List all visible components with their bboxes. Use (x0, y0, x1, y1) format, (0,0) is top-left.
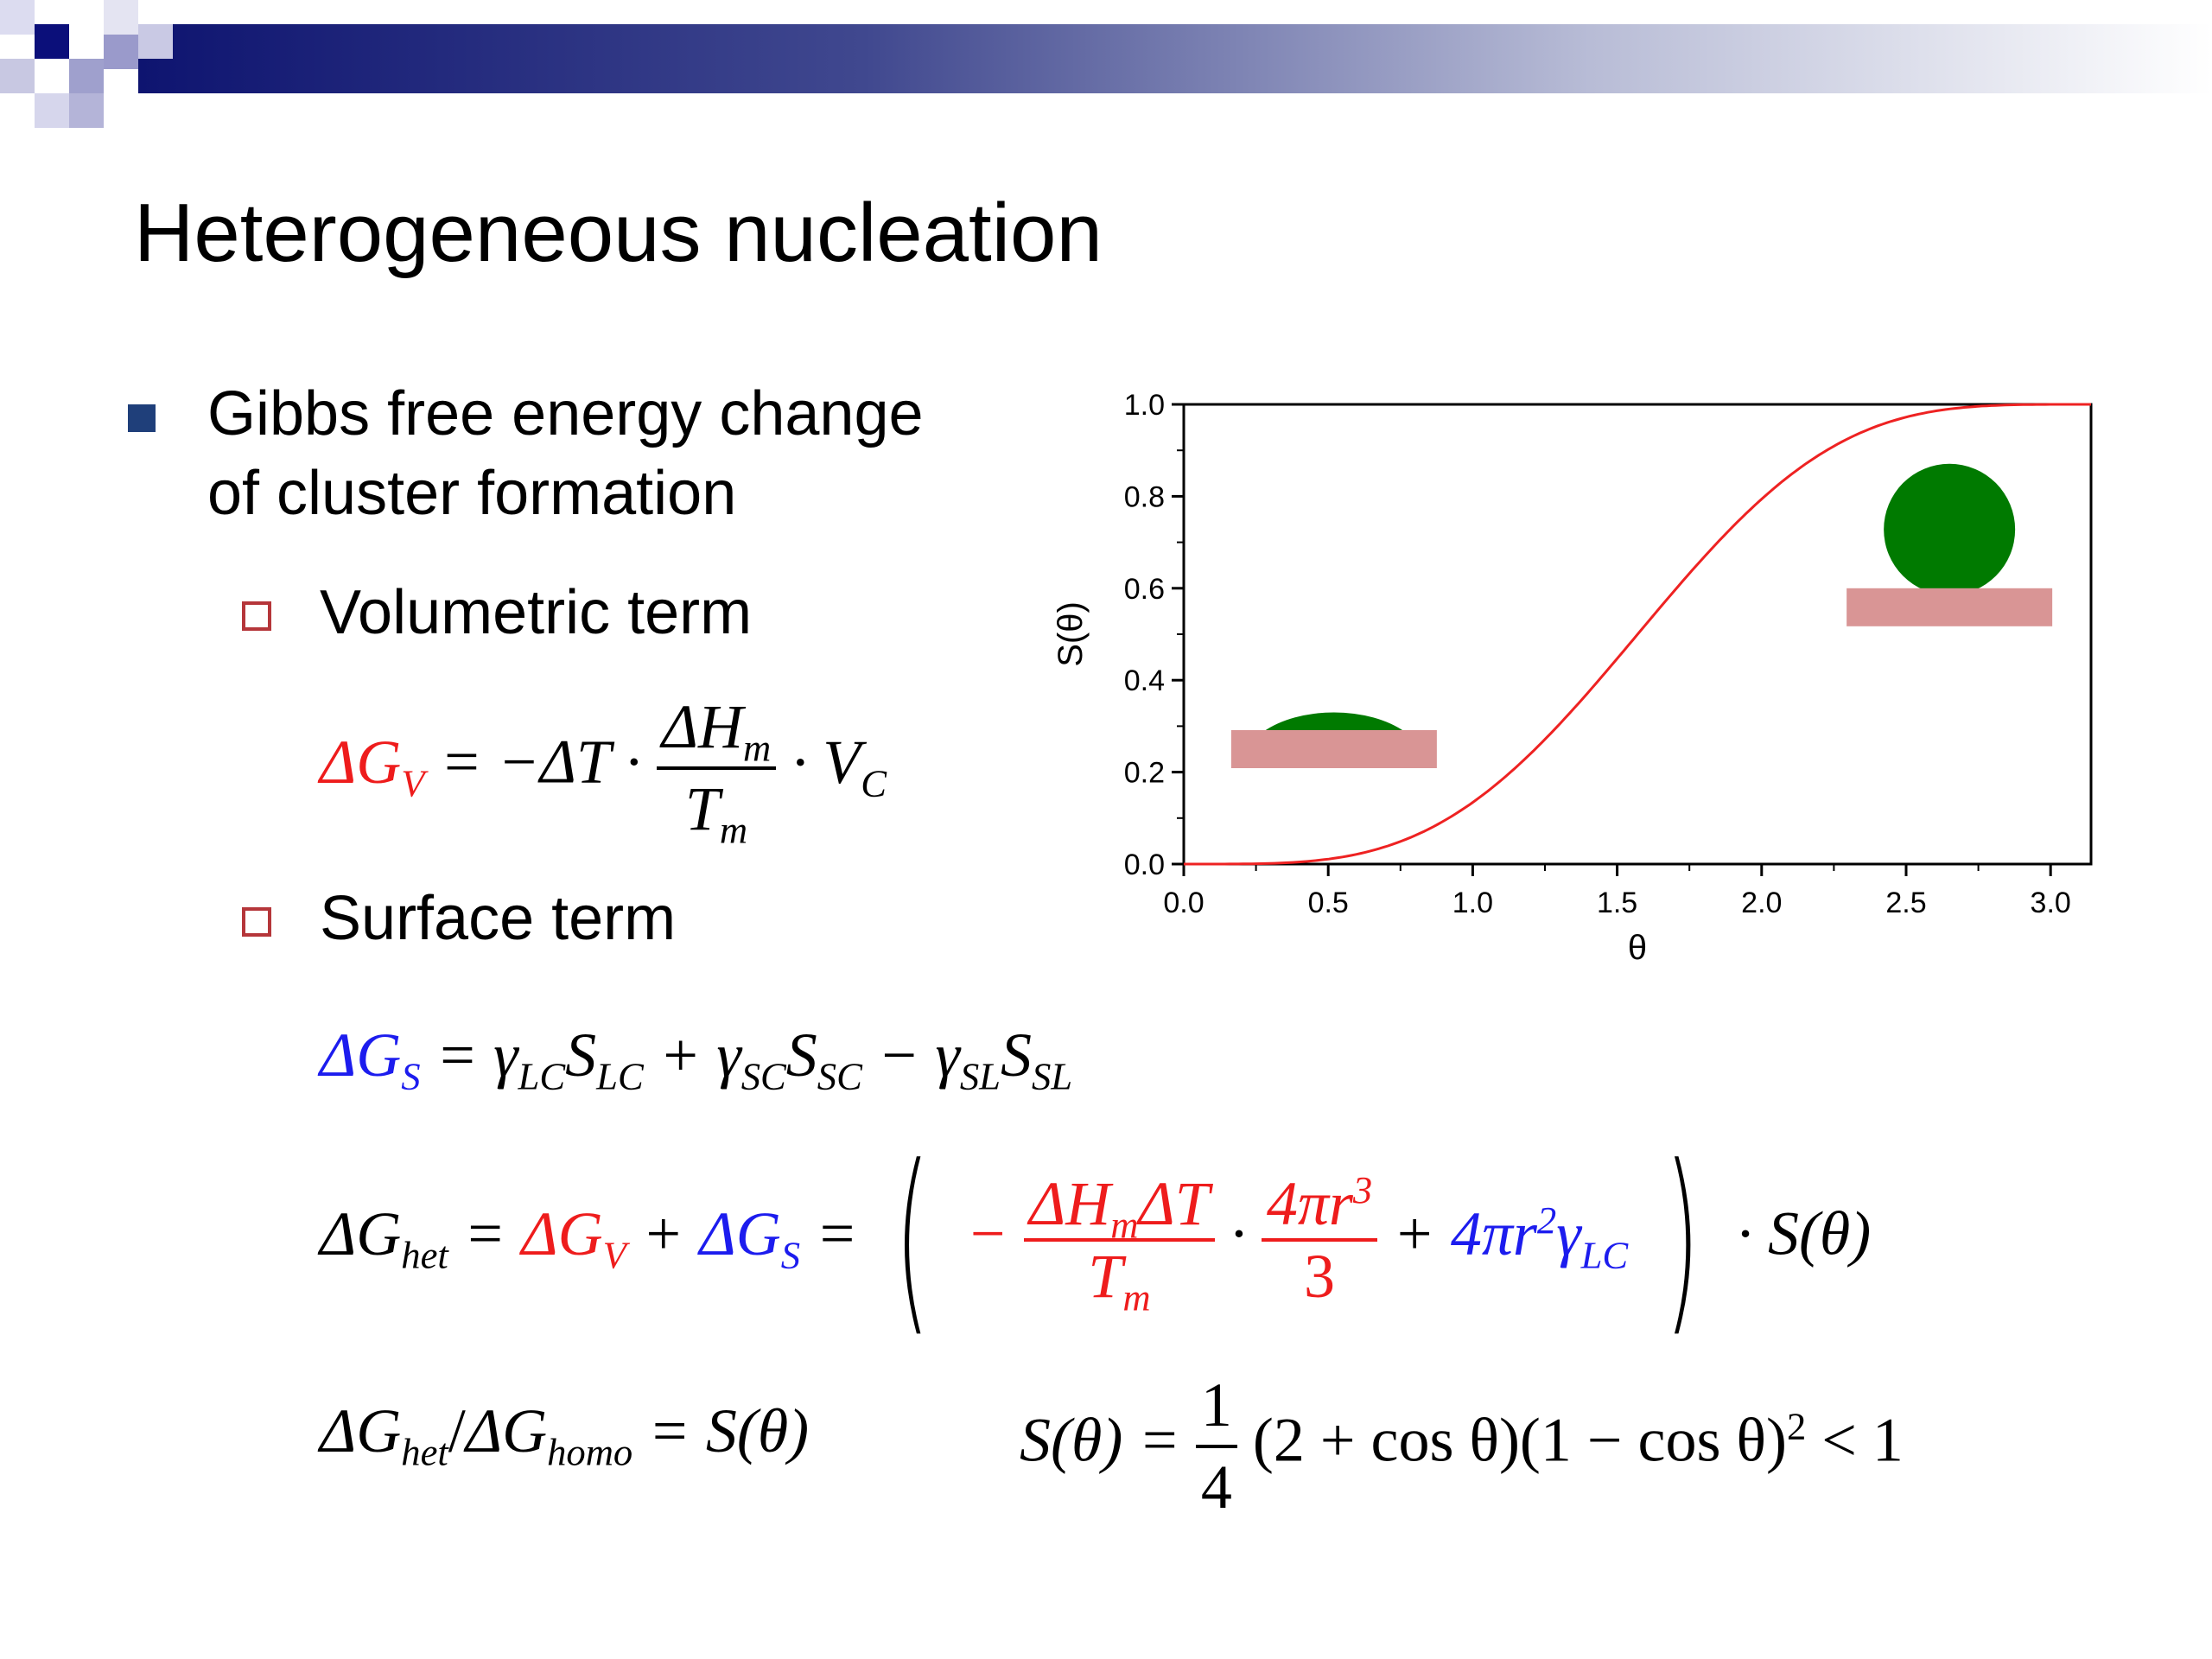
droplet-sphere-inset (1884, 463, 2016, 595)
y-tick-label: 0.0 (1124, 849, 1165, 881)
substrate-inset (1847, 588, 2053, 626)
bullet-text-line1: Gibbs free energy change (207, 379, 924, 448)
bullet-square-icon (128, 404, 156, 432)
eq-s-theta-fraction: 1 4 (1195, 1370, 1237, 1523)
eq-het-right-paren: ) (1664, 1124, 1700, 1355)
substrate-inset (1230, 730, 1437, 768)
x-tick-label: 2.5 (1885, 887, 1926, 919)
y-tick-label: 0.2 (1124, 757, 1165, 790)
eq-vol-fraction: ΔHm Tm (656, 691, 777, 849)
equation-volumetric: ΔGV = −ΔT · ΔHm Tm · VC (320, 691, 887, 849)
sub-bullet-volumetric: Volumetric term (320, 578, 753, 647)
x-tick-label: 0.0 (1163, 887, 1204, 919)
eq-het-fraction2: 4πr3 3 (1261, 1171, 1378, 1307)
eq-het-left-paren: ( (894, 1124, 930, 1355)
equation-heterogeneous: ΔGhet = ΔGV + ΔGS = ( − ΔHmΔT Tm · 4πr3 … (320, 1124, 1872, 1355)
eq-het-fraction1: ΔHmΔT Tm (1024, 1173, 1215, 1317)
droplet-cap-inset (1262, 712, 1405, 732)
slide-title: Heterogeneous nucleation (134, 187, 1103, 279)
eq-vol-eq: = −ΔT · (440, 727, 641, 797)
x-tick-label: 2.0 (1741, 887, 1782, 919)
y-tick-label: 1.0 (1124, 389, 1165, 422)
x-axis-label: θ (1628, 929, 1647, 967)
equation-ratio: ΔGhet/ΔGhomo = S(θ) (320, 1396, 810, 1474)
series-line (1184, 403, 2091, 866)
sub-bullet-surface: Surface term (320, 884, 677, 953)
x-tick-label: 1.0 (1452, 887, 1493, 919)
eq-het-lhs: ΔGhet (320, 1198, 448, 1276)
header-decoration (0, 0, 2212, 128)
s-theta-chart: 0.0 0.2 0.4 0.6 0.8 1.0 0.0 0.5 1.0 1.5 2.0 2.5 3.0 θ… (1052, 389, 2093, 967)
sub-bullet-box-icon (242, 601, 271, 631)
x-tick-label: 3.0 (2031, 887, 2071, 919)
y-tick-label: 0.4 (1124, 664, 1165, 697)
x-tick-label: 1.5 (1597, 887, 1637, 919)
x-tick-label: 0.5 (1308, 887, 1349, 919)
equation-surface: ΔGS = γLCSLC + γSCSSC − γSLSSL (320, 1020, 1073, 1098)
eq-vol-lhs: ΔGV (320, 727, 425, 804)
bullet-text-line2: of cluster formation (207, 459, 737, 528)
equation-s-theta: S(θ) = 1 4 (2 + cos θ)(1 − cos θ)2 < 1 (1020, 1370, 1904, 1523)
y-tick-label: 0.6 (1124, 573, 1165, 606)
eq-vol-tail: · VC (791, 727, 887, 804)
sub-bullet-box-icon (242, 907, 271, 937)
y-tick-label: 0.8 (1124, 480, 1165, 513)
y-axis-label: S(θ) (1052, 601, 1090, 667)
